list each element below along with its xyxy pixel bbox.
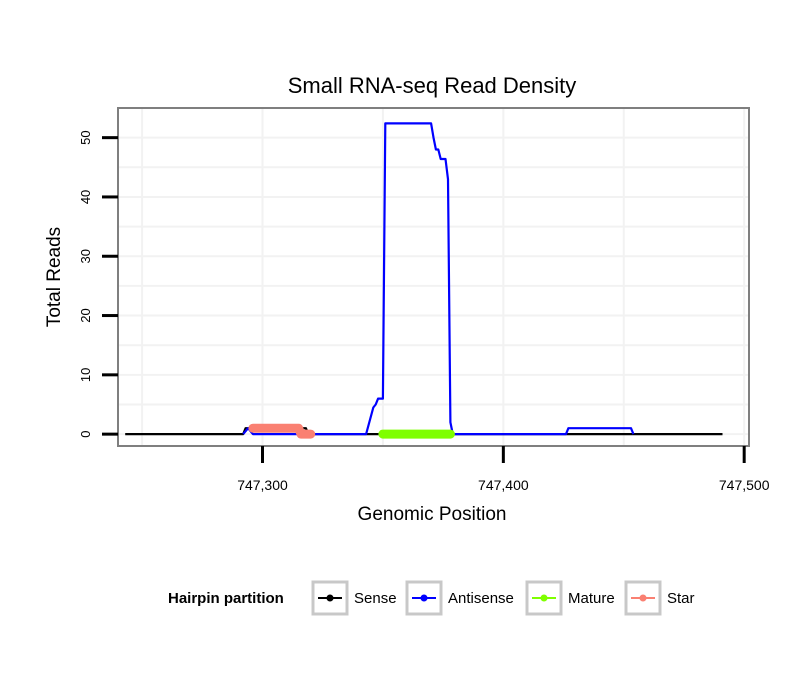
x-tick-label: 747,400 [478,477,529,493]
x-tick-label: 747,300 [237,477,288,493]
y-tick-label: 30 [78,249,93,263]
grid-lines [119,109,748,445]
x-axis: 747,300 747,400 747,500 [237,446,770,493]
legend-label-antisense: Antisense [448,590,514,607]
x-tick-label: 747,500 [719,477,770,493]
series-line-star [248,423,316,439]
y-tick-label: 20 [78,308,93,322]
legend-dot-mature [540,594,548,602]
series-line-antisense [242,122,635,436]
legend-title: Hairpin partition [168,590,284,607]
y-axis-label: Total Reads [44,227,65,327]
legend-label-mature: Mature [568,590,615,607]
y-axis: 0 10 20 30 40 50 [78,130,118,438]
legend: Hairpin partition Sense Antisense Mature St… [168,580,695,616]
plot-panel [117,107,750,447]
legend-dot-star [639,594,647,602]
y-tick-label: 40 [78,190,93,204]
series-layer [125,122,723,439]
y-tick-label: 10 [78,368,93,382]
y-tick-label: 0 [78,431,93,438]
y-tick-label: 50 [78,130,93,144]
chart-title: Small RNA-seq Read Density [288,73,577,98]
legend-dot-sense [326,594,334,602]
legend-label-star: Star [667,590,695,607]
legend-dot-antisense [420,594,428,602]
x-axis-label: Genomic Position [358,504,507,525]
legend-label-sense: Sense [354,590,397,607]
